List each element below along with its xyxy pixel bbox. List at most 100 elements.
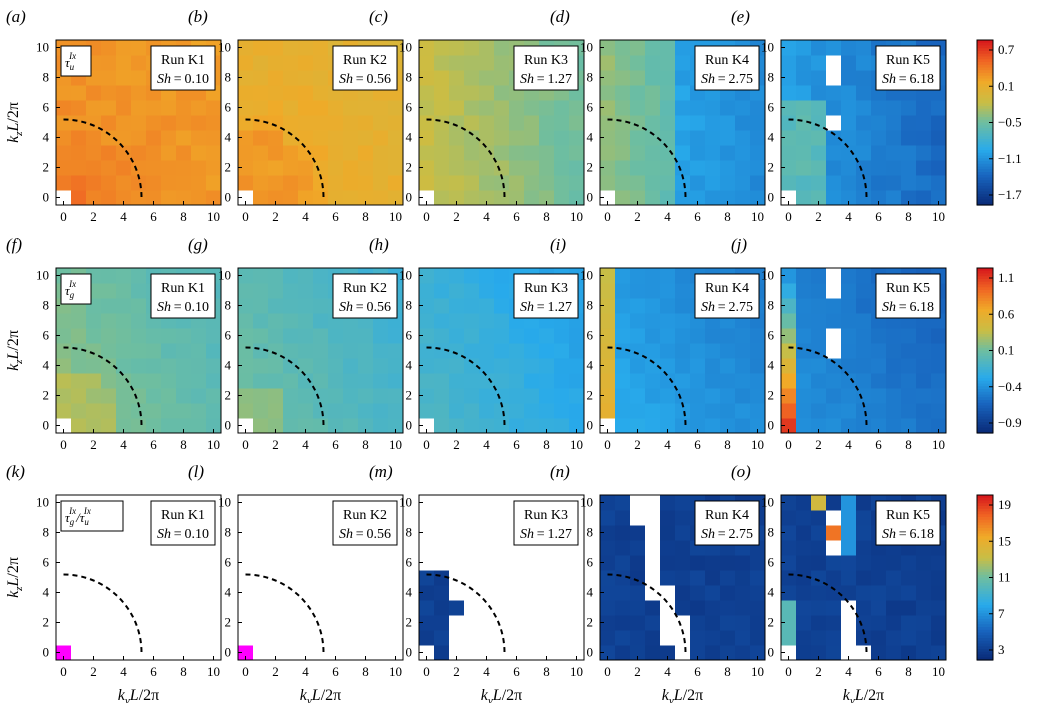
heatmap-cell: [826, 145, 842, 161]
heatmap-cell: [796, 100, 812, 116]
heatmap-cell: [856, 540, 872, 556]
heatmap-cell: [916, 145, 932, 161]
heatmap-cell: [645, 85, 661, 101]
heatmap-cell: [434, 555, 450, 571]
heatmap-cell: [343, 418, 359, 434]
heatmap-cell: [841, 40, 857, 56]
heatmap-cell: [358, 130, 374, 146]
heatmap-cell: [176, 343, 192, 359]
x-tick-label: 8: [543, 437, 550, 452]
heatmap-cell: [811, 100, 827, 116]
heatmap-cell: [735, 570, 751, 586]
heatmap-cell: [116, 190, 132, 206]
colorbar-segment: [977, 161, 993, 165]
heatmap-cell: [283, 358, 299, 374]
heatmap-cell: [328, 585, 344, 601]
heatmap-cell: [101, 328, 117, 344]
heatmap-cell: [660, 313, 676, 329]
heatmap-cell: [56, 358, 72, 374]
heatmap-cell: [116, 585, 132, 601]
panel-letter: (m): [369, 462, 393, 481]
heatmap-cell: [600, 540, 616, 556]
heatmap-cell: [479, 130, 495, 146]
run-name: Run K5: [886, 53, 930, 68]
heatmap-cell: [434, 145, 450, 161]
heatmap-cell: [690, 615, 706, 631]
heatmap-cell: [343, 115, 359, 131]
heatmap-cell: [856, 115, 872, 131]
x-tick-label: 8: [543, 209, 550, 224]
heatmap-cell: [146, 100, 162, 116]
x-tick-label: 8: [180, 437, 187, 452]
heatmap-cell: [268, 283, 284, 299]
x-axis-label: kyL/2π: [300, 687, 341, 703]
heatmap-cell: [494, 313, 510, 329]
x-tick-label: 2: [453, 664, 460, 679]
colorbar-segment: [977, 583, 993, 587]
y-tick-label: 10: [399, 40, 412, 55]
x-tick-label: 6: [513, 664, 520, 679]
heatmap-cell: [600, 100, 616, 116]
heatmap-cell: [313, 403, 329, 419]
heatmap-cell: [116, 115, 132, 131]
heatmap-cell: [781, 40, 797, 56]
heatmap-cell: [283, 388, 299, 404]
heatmap-cell: [886, 570, 902, 586]
heatmap-cell: [283, 540, 299, 556]
heatmap-cell: [690, 600, 706, 616]
heatmap-cell: [509, 388, 525, 404]
y-tick-label: 4: [587, 130, 594, 145]
colorbar-segment: [977, 657, 993, 661]
heatmap-cell: [554, 373, 570, 389]
y-tick-label: 6: [43, 328, 50, 343]
shear-number: Sh = 6.18: [882, 527, 934, 542]
heatmap-cell: [600, 373, 616, 389]
colorbar-segment: [977, 533, 993, 537]
heatmap-cell: [796, 570, 812, 586]
colorbar-segment: [977, 391, 993, 396]
run-label-box: [150, 45, 216, 91]
heatmap-cell: [796, 55, 812, 71]
shear-number: Sh = 1.27: [520, 527, 572, 542]
x-tick-label: 0: [785, 437, 792, 452]
heatmap-cell: [916, 600, 932, 616]
colorbar-segment: [977, 64, 993, 69]
heatmap-cell: [856, 525, 872, 541]
y-tick-label: 0: [768, 645, 775, 660]
heatmap-cell: [494, 645, 510, 661]
colorbar-segment: [977, 649, 993, 653]
heatmap-cell: [675, 190, 691, 206]
heatmap-cell: [931, 403, 947, 419]
y-tick-label: 4: [768, 585, 775, 600]
heatmap-cell: [479, 70, 495, 86]
heatmap-cell: [615, 175, 631, 191]
heatmap-cell: [146, 130, 162, 146]
colorbar-segment: [977, 643, 993, 647]
heatmap-cell: [645, 403, 661, 419]
heatmap-cell: [238, 160, 254, 176]
heatmap-cell: [283, 600, 299, 616]
colorbar-segment: [977, 511, 993, 515]
heatmap-cell: [101, 190, 117, 206]
heatmap-cell: [931, 388, 947, 404]
x-tick-label: 10: [751, 664, 764, 679]
heatmap-cell: [841, 115, 857, 131]
heatmap-cell: [191, 600, 207, 616]
heatmap-cell: [509, 403, 525, 419]
x-tick-label: 2: [90, 437, 97, 452]
heatmap-cell: [569, 175, 585, 191]
heatmap-cell: [358, 328, 374, 344]
heatmap-cell: [71, 388, 87, 404]
heatmap-cell: [71, 373, 87, 389]
heatmap-cell: [886, 130, 902, 146]
heatmap-cell: [856, 403, 872, 419]
heatmap-cell: [313, 268, 329, 284]
heatmap-cell: [388, 130, 404, 146]
heatmap-cell: [554, 115, 570, 131]
heatmap-cell: [146, 115, 162, 131]
heatmap-cell: [901, 630, 917, 646]
heatmap-cell: [434, 418, 450, 434]
heatmap-cell: [796, 145, 812, 161]
heatmap-cell: [238, 615, 254, 631]
